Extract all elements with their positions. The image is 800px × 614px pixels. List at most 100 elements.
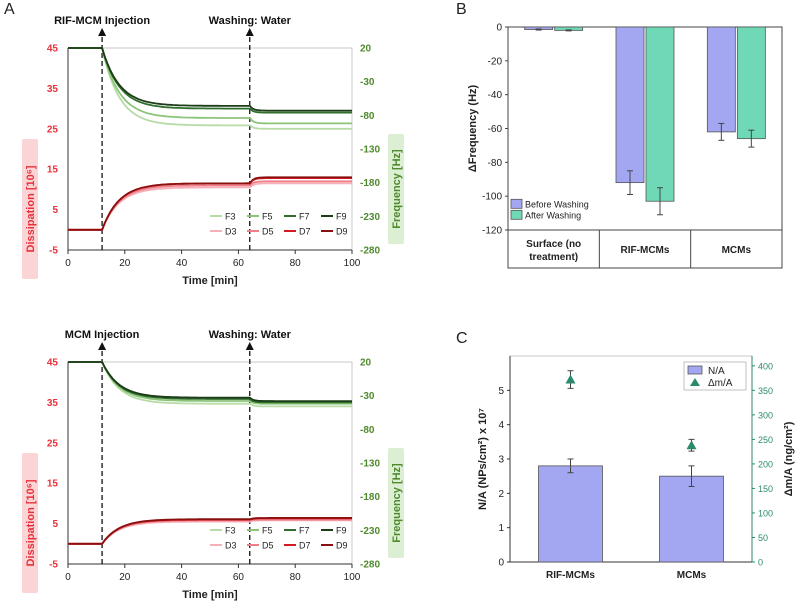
right-tick-label: -230 xyxy=(360,212,380,223)
left-tick-label: 5 xyxy=(52,205,58,216)
arrow-head xyxy=(245,342,254,350)
left-tick-label: -5 xyxy=(49,246,58,257)
x-tick-label: 20 xyxy=(119,258,131,269)
annotation-label: RIF-MCM Injection xyxy=(54,15,150,27)
frequency-line-f5 xyxy=(68,47,352,125)
left-tick-label: 45 xyxy=(47,44,59,55)
x-tick-label: 40 xyxy=(176,572,188,583)
left-tick-label: 0 xyxy=(498,558,504,569)
legend-label: N/A xyxy=(708,366,725,377)
y-tick-label: -20 xyxy=(488,56,503,67)
right-tick-label: 100 xyxy=(758,508,773,518)
x-tick-label: 100 xyxy=(344,572,361,583)
bar-after-washing xyxy=(736,26,766,140)
annotation-label: Washing: Water xyxy=(209,329,292,341)
x-axis-label: Time [min] xyxy=(182,589,238,601)
x-axis-label: Time [min] xyxy=(182,275,238,287)
bar-n-per-area xyxy=(659,475,724,563)
panel-label-b: B xyxy=(456,1,467,18)
qcm-chart-mcm: 0 20 40 60 80 100 -5 5 15 25 35 45 -280 -230 -180 -130 -… xyxy=(22,329,404,601)
right-tick-label: -130 xyxy=(360,459,380,470)
x-tick-label: 100 xyxy=(344,258,361,269)
left-tick-label: 5 xyxy=(498,386,504,397)
dissipation-line-d9 xyxy=(68,517,352,545)
right-tick-label: 0 xyxy=(758,558,763,568)
legend-label-f5: F5 xyxy=(262,526,273,536)
right-axis-label-bg xyxy=(388,448,404,558)
right-tick-label: -180 xyxy=(360,178,380,189)
arrow-head xyxy=(98,28,107,36)
legend-label: Before Washing xyxy=(525,199,589,209)
x-tick-label: 0 xyxy=(65,258,71,269)
y-tick-label: -80 xyxy=(488,158,503,169)
x-tick-label: 60 xyxy=(233,258,245,269)
x-tick-label: 80 xyxy=(290,572,302,583)
category-label: RIF-MCMs xyxy=(621,245,670,256)
mass-per-area-marker xyxy=(686,440,697,450)
legend-label-f3: F3 xyxy=(225,212,236,222)
left-tick-label: 15 xyxy=(47,165,59,176)
arrow-head xyxy=(245,28,254,36)
left-tick-label: 4 xyxy=(498,420,504,431)
right-tick-label: -280 xyxy=(360,246,380,257)
dissipation-line-d9 xyxy=(68,176,352,231)
right-tick-label: -80 xyxy=(360,111,375,122)
left-tick-label: 1 xyxy=(498,523,504,534)
category-table xyxy=(507,229,783,269)
dissipation-line-d3 xyxy=(68,182,352,231)
legend-label-f5: F5 xyxy=(262,212,273,222)
panel-label-a: A xyxy=(4,1,15,18)
right-tick-label: 20 xyxy=(360,44,372,55)
legend-label-d5: D5 xyxy=(262,541,274,551)
left-axis-label-bg xyxy=(22,139,38,279)
legend-label: Δm/A xyxy=(708,378,733,389)
delta-frequency-bar-chart: 0 -20 -40 -60 -80 -100 -120 ΔFrequency (Hz) Surf… xyxy=(467,23,783,269)
right-tick-label: 200 xyxy=(758,459,773,469)
annotation-label: Washing: Water xyxy=(209,15,292,27)
bar-n-per-area xyxy=(538,465,603,563)
legend-swatch-marker xyxy=(690,378,700,386)
category-label: RIF-MCMs xyxy=(546,570,595,581)
dissipation-line-d5 xyxy=(68,180,352,231)
right-tick-label: -230 xyxy=(360,526,380,537)
legend-label-d5: D5 xyxy=(262,227,274,237)
right-tick-label: 50 xyxy=(758,533,768,543)
x-tick-label: 40 xyxy=(176,258,188,269)
left-tick-label: -5 xyxy=(49,560,58,571)
left-tick-label: 5 xyxy=(52,519,58,530)
frequency-line-f7 xyxy=(68,361,352,404)
bar-after-washing xyxy=(645,26,675,202)
left-tick-label: 35 xyxy=(47,398,59,409)
left-axis-label: Dissipation [10⁶] xyxy=(25,479,37,566)
left-tick-label: 15 xyxy=(47,479,59,490)
x-tick-label: 0 xyxy=(65,572,71,583)
left-tick-label: 25 xyxy=(47,438,59,449)
right-tick-label: -30 xyxy=(360,391,375,402)
left-axis-label: N/A (NPs/cm²) x 10⁷ xyxy=(477,408,489,510)
left-tick-label: 35 xyxy=(47,84,59,95)
right-tick-label: 250 xyxy=(758,435,773,445)
right-tick-label: 150 xyxy=(758,484,773,494)
legend-label-f9: F9 xyxy=(336,526,347,536)
y-tick-label: 0 xyxy=(496,23,502,34)
left-tick-label: 25 xyxy=(47,124,59,135)
legend-label-d3: D3 xyxy=(225,227,237,237)
y-tick-label: -40 xyxy=(488,90,503,101)
category-label: MCMs xyxy=(722,245,752,256)
right-tick-label: 400 xyxy=(758,361,773,371)
legend-label-d9: D9 xyxy=(336,541,348,551)
left-axis-label: Dissipation [10⁶] xyxy=(25,165,37,252)
legend-label-d7: D7 xyxy=(299,541,311,551)
legend-label-f7: F7 xyxy=(299,526,310,536)
y-tick-label: -60 xyxy=(488,124,503,135)
legend-swatch xyxy=(510,198,523,209)
right-tick-label: -130 xyxy=(360,145,380,156)
legend-label-d3: D3 xyxy=(225,541,237,551)
right-tick-label: -180 xyxy=(360,492,380,503)
category-label: MCMs xyxy=(677,570,707,581)
frequency-line-f3 xyxy=(68,361,352,408)
arrow-head xyxy=(98,342,107,350)
left-tick-label: 45 xyxy=(47,358,59,369)
